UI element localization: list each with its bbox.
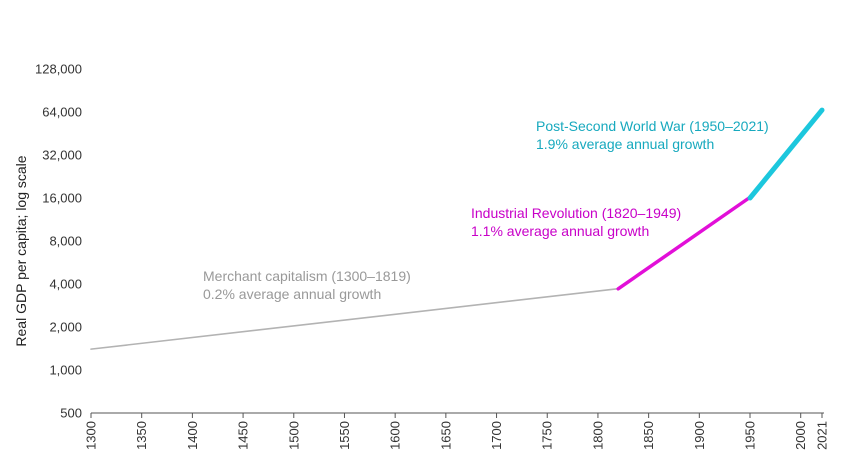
- x-tick-label: 1700: [489, 421, 504, 450]
- x-tick-label: 1300: [84, 421, 99, 450]
- x-tick-label: 1800: [590, 421, 605, 450]
- x-tick-label: 1900: [692, 421, 707, 450]
- gdp-log-chart: 500 1,000 2,000 4,000 8,000 16,000 32,000 64,00…: [0, 0, 845, 475]
- series-annotation-3-line-1: Post-Second World War (1950–2021): [536, 118, 769, 134]
- series-annotation-1-line-1: Merchant capitalism (1300–1819): [203, 268, 411, 284]
- y-tick-label: 8,000: [49, 234, 82, 249]
- y-tick-label: 500: [60, 406, 82, 421]
- x-tick-label: 1650: [438, 421, 453, 450]
- series-annotation-3-line-2: 1.9% average annual growth: [536, 136, 714, 152]
- series-annotation-2-line-2: 1.1% average annual growth: [471, 223, 649, 239]
- x-tick-label: 1750: [540, 421, 555, 450]
- series-annotation-2-line-1: Industrial Revolution (1820–1949): [471, 205, 681, 221]
- y-tick-label: 64,000: [42, 105, 82, 120]
- y-tick-label: 1,000: [49, 363, 82, 378]
- x-tick-label: 2021: [815, 421, 830, 450]
- x-tick-label: 1600: [388, 421, 403, 450]
- x-tick-label: 1950: [743, 421, 758, 450]
- y-tick-label: 128,000: [35, 62, 82, 77]
- x-tick-label: 1550: [337, 421, 352, 450]
- y-tick-label: 32,000: [42, 148, 82, 163]
- x-tick-label: 1850: [641, 421, 656, 450]
- x-tick-label: 1350: [134, 421, 149, 450]
- y-axis-label: Real GDP per capita; log scale: [13, 155, 29, 346]
- y-tick-label: 2,000: [49, 320, 82, 335]
- y-tick-label: 4,000: [49, 277, 82, 292]
- x-tick-label: 1500: [286, 421, 301, 450]
- x-tick-label: 2000: [793, 421, 808, 450]
- series-annotation-1-line-2: 0.2% average annual growth: [203, 286, 381, 302]
- x-tick-label: 1450: [236, 421, 251, 450]
- x-tick-label: 1400: [185, 421, 200, 450]
- y-tick-label: 16,000: [42, 191, 82, 206]
